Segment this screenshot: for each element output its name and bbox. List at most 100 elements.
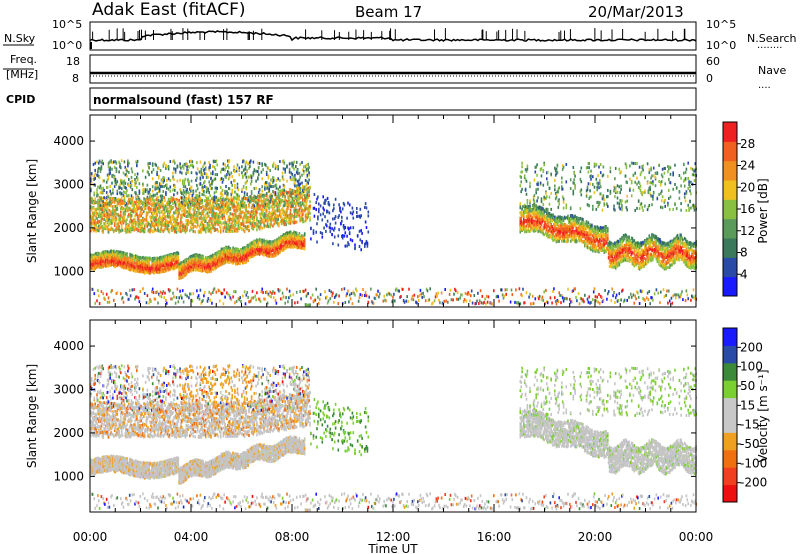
power-cell bbox=[216, 255, 218, 259]
power-cell bbox=[252, 160, 255, 164]
power-cell bbox=[236, 227, 239, 231]
power-cell bbox=[97, 185, 99, 189]
power-cell bbox=[117, 262, 119, 266]
power-cell bbox=[200, 256, 203, 260]
power-cell bbox=[104, 264, 106, 268]
power-cell bbox=[201, 228, 203, 232]
power-cell bbox=[203, 163, 205, 166]
power-cell bbox=[162, 207, 165, 211]
power-cell bbox=[197, 202, 200, 206]
power-cell bbox=[250, 221, 253, 225]
power-cell bbox=[113, 260, 115, 264]
power-cell bbox=[163, 161, 165, 165]
power-cell bbox=[247, 224, 249, 228]
power-cell bbox=[93, 264, 96, 268]
power-cell bbox=[250, 210, 253, 213]
freq-right-tick-top: 60 bbox=[706, 55, 720, 68]
power-cell bbox=[233, 195, 235, 199]
power-cell bbox=[189, 160, 191, 164]
power-cell bbox=[116, 256, 119, 260]
power-cell bbox=[205, 257, 208, 261]
power-cell bbox=[235, 167, 238, 171]
power-cell bbox=[213, 195, 216, 199]
nsky-label: N.Sky bbox=[4, 32, 36, 45]
power-cell bbox=[194, 230, 196, 234]
power-cell bbox=[109, 250, 111, 254]
power-cell bbox=[156, 229, 158, 233]
power-cell bbox=[204, 219, 206, 223]
power-cell bbox=[162, 217, 165, 221]
power-cell bbox=[98, 197, 101, 201]
power-cell bbox=[172, 217, 174, 221]
power-cell bbox=[95, 229, 97, 233]
power-cell bbox=[242, 249, 245, 253]
power-cell bbox=[129, 226, 132, 230]
power-cell bbox=[113, 176, 115, 180]
power-cell bbox=[244, 196, 247, 200]
power-cell bbox=[242, 220, 245, 224]
power-cell bbox=[231, 191, 233, 195]
power-cell bbox=[164, 222, 166, 226]
power-cell bbox=[139, 261, 142, 264]
power-cell bbox=[182, 197, 185, 201]
power-cell bbox=[173, 264, 175, 267]
power-cell bbox=[154, 221, 157, 225]
power-cell bbox=[172, 201, 174, 205]
power-cell bbox=[219, 185, 222, 189]
power-cell bbox=[156, 192, 158, 196]
power-cell bbox=[177, 222, 180, 226]
power-cell bbox=[215, 207, 218, 211]
power-cell bbox=[120, 202, 122, 205]
power-cell bbox=[158, 292, 160, 296]
power-cell bbox=[236, 229, 239, 233]
power-cell bbox=[167, 264, 170, 267]
power-cell bbox=[180, 202, 182, 206]
power-cell bbox=[234, 258, 237, 262]
power-cell bbox=[122, 207, 125, 210]
power-cell bbox=[143, 271, 146, 275]
power-cell bbox=[101, 204, 104, 208]
power-cell bbox=[149, 162, 151, 165]
power-cell bbox=[143, 229, 145, 233]
power-cell bbox=[143, 190, 145, 194]
power-cell bbox=[191, 263, 194, 267]
power-cell bbox=[91, 256, 94, 260]
power-cell bbox=[173, 211, 175, 215]
power-cell bbox=[212, 179, 214, 183]
power-cell bbox=[144, 190, 147, 193]
power-cell bbox=[136, 194, 139, 198]
power-cell bbox=[159, 263, 162, 267]
power-cell bbox=[112, 228, 114, 232]
power-cell bbox=[150, 216, 152, 220]
power-cell bbox=[143, 201, 145, 205]
power-cell bbox=[175, 222, 178, 226]
power-cell bbox=[234, 253, 237, 257]
power-cell bbox=[154, 187, 157, 191]
power-cell bbox=[138, 205, 141, 209]
power-cell bbox=[135, 197, 137, 200]
power-cell bbox=[245, 175, 248, 179]
power-cell bbox=[196, 258, 199, 262]
power-cell bbox=[228, 187, 231, 191]
power-cell bbox=[139, 266, 142, 270]
power-cell bbox=[158, 220, 160, 224]
power-cell bbox=[196, 207, 199, 211]
power-cell bbox=[133, 256, 135, 259]
power-cell bbox=[202, 263, 204, 267]
power-cell bbox=[122, 256, 125, 260]
power-cell bbox=[147, 260, 149, 263]
power-cell bbox=[120, 192, 123, 196]
power-cell bbox=[186, 294, 188, 298]
power-cell bbox=[208, 256, 210, 260]
power-cell bbox=[150, 197, 152, 201]
power-cell bbox=[175, 230, 178, 234]
power-cell bbox=[111, 175, 113, 179]
power-cell bbox=[231, 183, 233, 187]
power-cell bbox=[215, 253, 218, 257]
power-cell bbox=[153, 225, 156, 229]
power-cell bbox=[90, 215, 93, 219]
power-cell bbox=[108, 300, 111, 304]
power-cell bbox=[232, 295, 234, 299]
power-cell bbox=[98, 224, 100, 228]
power-cell bbox=[182, 188, 185, 192]
